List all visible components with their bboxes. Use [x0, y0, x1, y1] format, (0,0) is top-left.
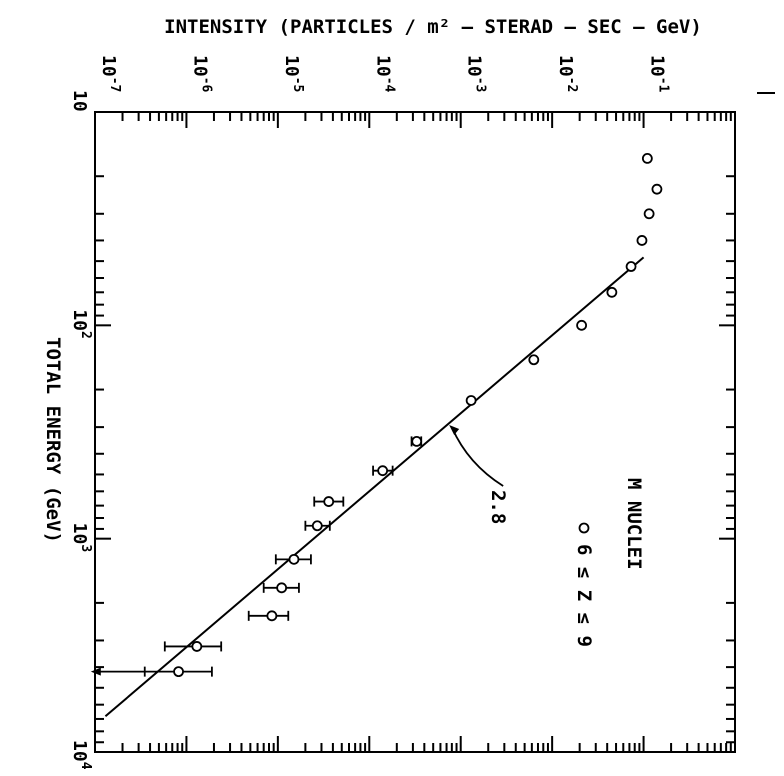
energy-axis-label: TOTAL ENERGY (GeV) — [42, 337, 64, 543]
tick-base: 10 — [69, 90, 90, 112]
tick-base: 10 — [647, 55, 668, 77]
data-point — [276, 582, 288, 594]
tick-base: 10 — [555, 55, 576, 77]
data-point — [377, 465, 389, 477]
tick-exponent: -7 — [107, 77, 122, 93]
intensity-tick-text: 10-5 — [281, 55, 305, 92]
tick-exponent: 3 — [78, 544, 93, 552]
intensity-tick-text: 10-7 — [98, 55, 122, 92]
intensity-tick-label: 10-3 — [464, 55, 488, 92]
tick-base: 10 — [464, 55, 485, 77]
tick-base: 10 — [98, 55, 119, 77]
tick-exponent: -4 — [381, 77, 396, 93]
intensity-tick-label: 10-5 — [281, 55, 305, 92]
data-point — [651, 183, 663, 195]
data-point — [528, 354, 540, 366]
data-point — [636, 235, 648, 246]
intensity-tick-label: 10-7 — [98, 55, 122, 92]
tick-exponent: -6 — [198, 77, 213, 93]
intensity-axis-label: INTENSITY (PARTICLES / m² – STERAD – SEC… — [164, 16, 702, 38]
data-point — [606, 286, 618, 298]
energy-tick-text: 10 — [69, 90, 90, 112]
tick-exponent: -5 — [290, 77, 305, 93]
intensity-tick-text: 10-1 — [647, 55, 671, 93]
intensity-tick-text: 10-2 — [555, 55, 579, 92]
tick-base: 10 — [69, 740, 90, 762]
intensity-tick-text: 10-4 — [372, 55, 396, 93]
intensity-tick-label: 10-4 — [372, 55, 396, 93]
tick-base: 10 — [372, 55, 393, 77]
axis-ticks — [95, 92, 775, 752]
tick-exponent: 4 — [78, 762, 93, 770]
energy-tick-label: 104 — [69, 740, 93, 770]
tick-exponent: -1 — [656, 77, 671, 93]
intensity-tick-label: 10-1 — [647, 55, 671, 93]
data-point — [576, 319, 588, 331]
legend-entry: 6 ≤ Z ≤ 9 — [573, 544, 595, 647]
legend: M NUCLEI 6 ≤ Z ≤ 9 — [573, 478, 645, 647]
fit-pointer — [451, 427, 504, 487]
fit-line — [104, 256, 645, 718]
data-points — [90, 152, 663, 678]
legend-marker — [578, 522, 590, 534]
data-point — [625, 261, 637, 272]
data-point — [288, 553, 300, 565]
tick-base: 10 — [281, 55, 302, 77]
tick-base: 10 — [69, 523, 90, 545]
intensity-tick-text: 10-3 — [464, 55, 488, 92]
data-point — [173, 666, 184, 678]
intensity-tick-label: 10-6 — [189, 55, 213, 93]
fit-slope-label: 2.8 — [487, 490, 509, 524]
data-point — [641, 152, 653, 164]
data-point — [465, 395, 477, 406]
legend-title: M NUCLEI — [623, 478, 645, 570]
data-point — [266, 610, 278, 622]
plot-frame — [94, 111, 736, 753]
upper-limit-arrow-head — [90, 667, 101, 676]
energy-tick-text: 103 — [69, 523, 93, 553]
data-point — [411, 436, 423, 447]
fit-layer: 2.8 — [104, 256, 645, 718]
data-point — [643, 208, 655, 220]
data-point — [311, 520, 323, 532]
data-point — [323, 496, 335, 507]
energy-tick-text: 104 — [69, 740, 93, 770]
tick-base: 10 — [69, 309, 90, 331]
energy-tick-text: 102 — [69, 309, 93, 339]
intensity-tick-text: 10-6 — [189, 55, 213, 93]
energy-tick-label: 10 — [69, 90, 90, 112]
tick-exponent: 2 — [78, 331, 93, 339]
tick-base: 10 — [189, 55, 210, 77]
fit-slope-text: 2.8 — [487, 490, 509, 524]
fit-pointer-head — [449, 424, 460, 435]
intensity-tick-label: 10-2 — [555, 55, 579, 92]
tick-exponent: -2 — [564, 77, 579, 93]
data-point — [191, 641, 203, 652]
energy-tick-label: 102 — [69, 309, 93, 339]
tick-exponent: -3 — [473, 77, 488, 93]
energy-tick-label: 103 — [69, 523, 93, 553]
